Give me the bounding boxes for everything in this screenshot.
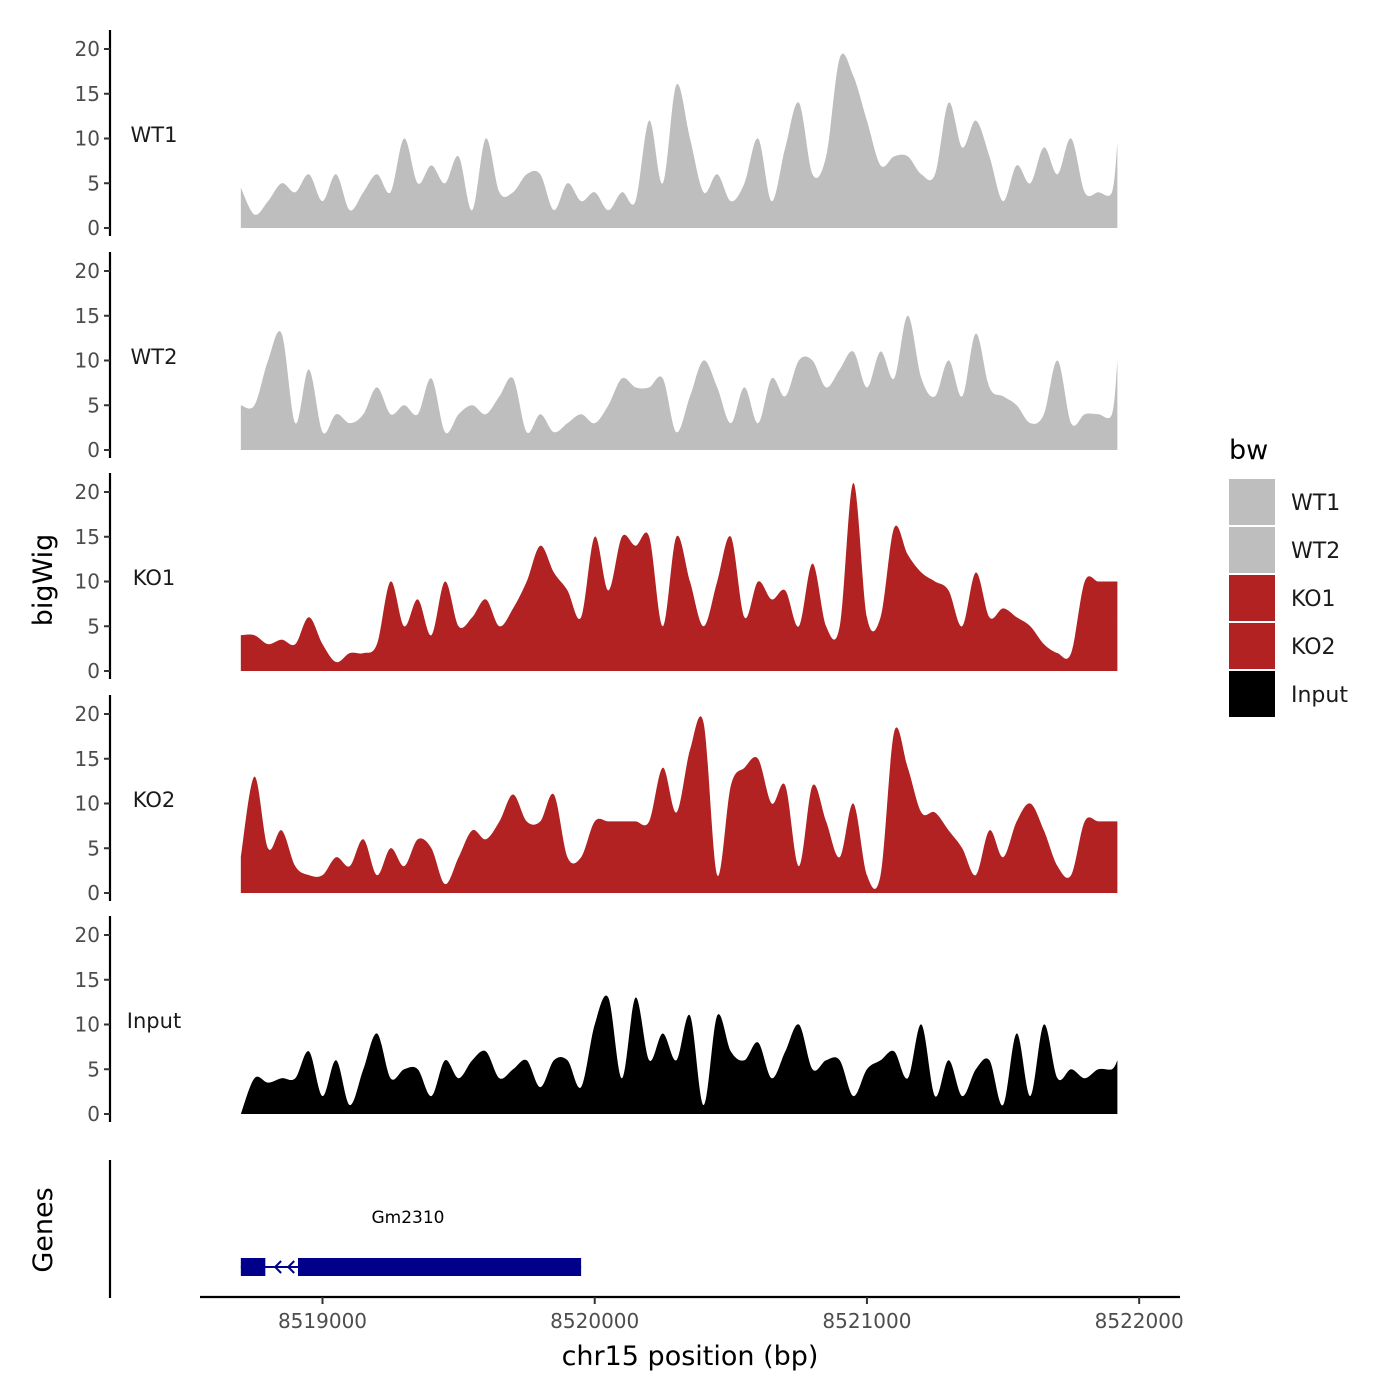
area-ko1 xyxy=(240,483,1118,671)
y-tick-label: 0 xyxy=(87,216,100,240)
y-tick-label: 20 xyxy=(75,259,100,283)
gene-label: Gm2310 xyxy=(371,1208,444,1228)
track-label-ko1: KO1 xyxy=(133,566,176,590)
legend-label-input: Input xyxy=(1291,683,1348,708)
legend: bw WT1 WT2 KO1 KO2 Input xyxy=(1229,435,1348,717)
x-tick-label: 8520000 xyxy=(550,1309,639,1333)
track-label-input: Input xyxy=(127,1009,181,1033)
legend-label-ko2: KO2 xyxy=(1291,635,1336,660)
y-tick-label: 5 xyxy=(87,1057,100,1081)
legend-swatch-input xyxy=(1229,671,1275,717)
genes-panel: Gm2310 xyxy=(108,1160,582,1298)
y-tick-label: 0 xyxy=(87,659,100,683)
genes-axis-title: Genes xyxy=(28,1187,59,1272)
x-axis-title: chr15 position (bp) xyxy=(562,1341,819,1372)
legend-swatch-wt1 xyxy=(1229,479,1275,525)
y-axis-title: bigWig xyxy=(28,534,59,627)
legend-swatch-wt2 xyxy=(1229,527,1275,573)
area-wt2 xyxy=(240,315,1118,450)
x-tick-label: 8521000 xyxy=(822,1309,911,1333)
x-tick-label: 8519000 xyxy=(278,1309,367,1333)
y-tick-label: 10 xyxy=(75,570,100,594)
track-ko1: 0 5 10 15 20 KO1 xyxy=(75,473,1118,683)
legend-label-ko1: KO1 xyxy=(1291,587,1336,612)
track-wt1: 0 5 10 15 20 WT1 xyxy=(75,30,1118,240)
y-tick-label: 20 xyxy=(75,37,100,61)
track-label-ko2: KO2 xyxy=(133,788,176,812)
legend-label-wt2: WT2 xyxy=(1291,539,1340,564)
area-wt1 xyxy=(240,53,1118,228)
y-tick-label: 0 xyxy=(87,881,100,905)
y-tick-label: 10 xyxy=(75,349,100,373)
y-tick-label: 10 xyxy=(75,127,100,151)
strand-arrow-icon xyxy=(286,1260,295,1274)
y-tick-label: 15 xyxy=(75,747,100,771)
y-tick-label: 15 xyxy=(75,968,100,992)
x-axis: 8519000 8520000 8521000 8522000 xyxy=(200,1295,1184,1333)
legend-swatch-ko2 xyxy=(1229,623,1275,669)
y-tick-label: 20 xyxy=(75,923,100,947)
y-tick-label: 5 xyxy=(87,836,100,860)
y-tick-label: 15 xyxy=(75,82,100,106)
y-tick-label: 5 xyxy=(87,393,100,417)
legend-title: bw xyxy=(1229,435,1268,466)
gene-exon xyxy=(240,1258,266,1276)
track-panels: 0 5 10 15 20 WT1 0 5 10 15 20 WT2 0 5 10 15 20 KO1 0 5 10 15 2… xyxy=(75,30,1118,1126)
track-input: 0 5 10 15 20 Input xyxy=(75,916,1118,1126)
y-tick-label: 0 xyxy=(87,1102,100,1126)
y-tick-label: 20 xyxy=(75,702,100,726)
strand-arrow-icon xyxy=(273,1260,282,1274)
y-tick-label: 20 xyxy=(75,480,100,504)
legend-swatch-ko1 xyxy=(1229,575,1275,621)
y-tick-label: 15 xyxy=(75,304,100,328)
gene-gm2310: Gm2310 xyxy=(240,1208,582,1276)
y-tick-label: 0 xyxy=(87,438,100,462)
x-tick-label: 8522000 xyxy=(1095,1309,1184,1333)
track-label-wt1: WT1 xyxy=(131,123,178,147)
y-tick-label: 5 xyxy=(87,171,100,195)
y-tick-label: 10 xyxy=(75,1013,100,1037)
area-ko2 xyxy=(240,716,1118,893)
track-ko2: 0 5 10 15 20 KO2 xyxy=(75,695,1118,905)
track-wt2: 0 5 10 15 20 WT2 xyxy=(75,252,1118,462)
track-label-wt2: WT2 xyxy=(131,345,178,369)
y-tick-label: 15 xyxy=(75,525,100,549)
area-input xyxy=(240,995,1118,1114)
y-tick-label: 10 xyxy=(75,792,100,816)
gene-exon xyxy=(298,1258,582,1276)
legend-label-wt1: WT1 xyxy=(1291,491,1340,516)
y-tick-label: 5 xyxy=(87,614,100,638)
